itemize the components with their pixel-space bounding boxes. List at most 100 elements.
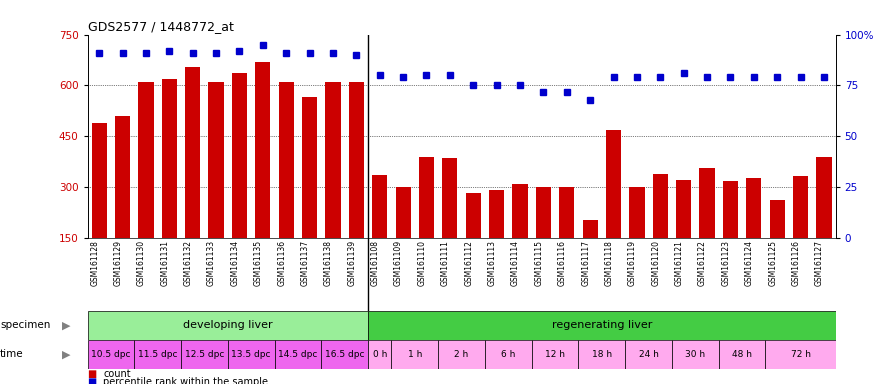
Text: GSM161112: GSM161112 bbox=[465, 240, 473, 286]
Text: 12 h: 12 h bbox=[545, 350, 565, 359]
Bar bbox=[513, 184, 528, 238]
Text: GSM161117: GSM161117 bbox=[581, 240, 590, 286]
Bar bbox=[326, 82, 340, 238]
Text: GSM161139: GSM161139 bbox=[347, 240, 356, 286]
Text: GSM161118: GSM161118 bbox=[605, 240, 613, 286]
Text: GSM161125: GSM161125 bbox=[768, 240, 777, 286]
Bar bbox=[583, 220, 598, 238]
Text: GSM161132: GSM161132 bbox=[184, 240, 192, 286]
Text: GSM161121: GSM161121 bbox=[675, 240, 683, 286]
Text: 1 h: 1 h bbox=[408, 350, 422, 359]
Bar bbox=[278, 82, 294, 238]
Text: 6 h: 6 h bbox=[501, 350, 515, 359]
Text: GSM161135: GSM161135 bbox=[254, 240, 262, 286]
Text: 0 h: 0 h bbox=[373, 350, 387, 359]
Text: GSM161113: GSM161113 bbox=[487, 240, 497, 286]
Text: GSM161108: GSM161108 bbox=[371, 240, 380, 286]
Text: 10.5 dpc: 10.5 dpc bbox=[91, 350, 130, 359]
Bar bbox=[578, 340, 626, 369]
Text: GSM161109: GSM161109 bbox=[394, 240, 403, 286]
Bar bbox=[723, 181, 738, 238]
Bar bbox=[134, 340, 181, 369]
Text: ▶: ▶ bbox=[61, 320, 70, 331]
Bar bbox=[162, 79, 177, 238]
Bar bbox=[391, 340, 438, 369]
Text: GSM161127: GSM161127 bbox=[815, 240, 824, 286]
Text: 11.5 dpc: 11.5 dpc bbox=[138, 350, 178, 359]
Text: specimen: specimen bbox=[0, 320, 51, 331]
Bar bbox=[816, 157, 831, 238]
Bar bbox=[115, 116, 130, 238]
Bar bbox=[275, 340, 321, 369]
Text: GSM161126: GSM161126 bbox=[792, 240, 801, 286]
Text: percentile rank within the sample: percentile rank within the sample bbox=[103, 377, 269, 384]
Text: 72 h: 72 h bbox=[790, 350, 810, 359]
Bar bbox=[92, 123, 107, 238]
Text: GSM161136: GSM161136 bbox=[277, 240, 286, 286]
Bar bbox=[419, 157, 434, 238]
Bar bbox=[438, 340, 485, 369]
Bar bbox=[302, 97, 318, 238]
Bar bbox=[489, 190, 504, 238]
Text: GSM161111: GSM161111 bbox=[441, 240, 450, 286]
Bar bbox=[349, 82, 364, 238]
Bar bbox=[181, 340, 228, 369]
Text: 30 h: 30 h bbox=[685, 350, 705, 359]
Bar bbox=[485, 340, 532, 369]
Bar bbox=[536, 187, 551, 238]
Bar bbox=[255, 62, 270, 238]
Bar bbox=[626, 340, 672, 369]
Bar bbox=[186, 67, 200, 238]
Bar bbox=[208, 82, 224, 238]
Text: 2 h: 2 h bbox=[454, 350, 469, 359]
Text: 14.5 dpc: 14.5 dpc bbox=[278, 350, 318, 359]
Bar bbox=[766, 340, 836, 369]
Text: 18 h: 18 h bbox=[592, 350, 612, 359]
Text: GDS2577 / 1448772_at: GDS2577 / 1448772_at bbox=[88, 20, 234, 33]
Text: GSM161120: GSM161120 bbox=[651, 240, 661, 286]
Bar bbox=[699, 168, 715, 238]
Bar bbox=[442, 158, 458, 238]
Bar bbox=[676, 180, 691, 238]
Text: GSM161114: GSM161114 bbox=[511, 240, 520, 286]
Text: GSM161116: GSM161116 bbox=[557, 240, 567, 286]
Text: GSM161131: GSM161131 bbox=[160, 240, 170, 286]
Text: time: time bbox=[0, 349, 24, 359]
Text: regenerating liver: regenerating liver bbox=[551, 320, 652, 331]
Text: GSM161123: GSM161123 bbox=[721, 240, 731, 286]
Text: GSM161129: GSM161129 bbox=[114, 240, 122, 286]
Text: ▶: ▶ bbox=[61, 349, 70, 359]
Text: GSM161128: GSM161128 bbox=[90, 240, 99, 286]
Bar bbox=[672, 340, 718, 369]
Bar bbox=[88, 340, 134, 369]
Bar bbox=[606, 130, 621, 238]
Bar bbox=[559, 187, 574, 238]
Text: GSM161122: GSM161122 bbox=[698, 240, 707, 286]
Text: GSM161138: GSM161138 bbox=[324, 240, 333, 286]
Bar bbox=[718, 340, 766, 369]
Text: count: count bbox=[103, 369, 131, 379]
Text: 13.5 dpc: 13.5 dpc bbox=[231, 350, 271, 359]
Text: GSM161119: GSM161119 bbox=[628, 240, 637, 286]
Text: GSM161133: GSM161133 bbox=[207, 240, 216, 286]
Text: developing liver: developing liver bbox=[183, 320, 273, 331]
Bar bbox=[368, 311, 836, 340]
Bar bbox=[793, 176, 808, 238]
Text: GSM161124: GSM161124 bbox=[745, 240, 753, 286]
Text: GSM161137: GSM161137 bbox=[301, 240, 310, 286]
Text: 24 h: 24 h bbox=[639, 350, 659, 359]
Bar bbox=[466, 193, 481, 238]
Bar bbox=[321, 340, 368, 369]
Bar bbox=[396, 187, 410, 238]
Bar bbox=[232, 73, 247, 238]
Text: GSM161115: GSM161115 bbox=[535, 240, 543, 286]
Bar bbox=[88, 311, 368, 340]
Text: ■: ■ bbox=[88, 369, 97, 379]
Bar bbox=[532, 340, 578, 369]
Text: GSM161130: GSM161130 bbox=[137, 240, 146, 286]
Text: 12.5 dpc: 12.5 dpc bbox=[185, 350, 224, 359]
Bar bbox=[770, 200, 785, 238]
Bar bbox=[653, 174, 668, 238]
Bar bbox=[368, 340, 391, 369]
Text: 16.5 dpc: 16.5 dpc bbox=[325, 350, 364, 359]
